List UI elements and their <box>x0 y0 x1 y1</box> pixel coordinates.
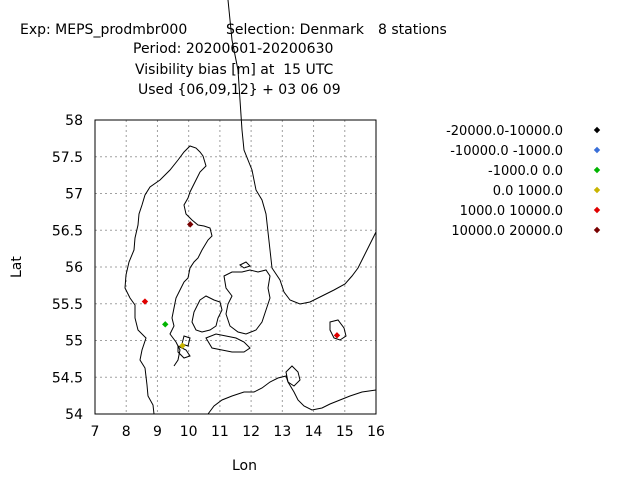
x-tick-label: 10 <box>180 424 198 440</box>
legend-label: -20000.0-10000.0 <box>446 124 563 139</box>
x-tick-label: 9 <box>153 424 162 440</box>
legend-label: -10000.0 -1000.0 <box>450 144 563 159</box>
legend-marker <box>593 186 601 194</box>
y-tick-label: 56.5 <box>52 223 83 239</box>
x-tick-label: 13 <box>273 424 291 440</box>
y-tick-label: 54 <box>65 407 83 423</box>
y-tick-label: 56 <box>65 260 83 276</box>
y-tick-label: 54.5 <box>52 370 83 386</box>
legend: -20000.0-10000.0 -10000.0 -1000.0 -1000.0 … <box>446 124 601 239</box>
x-tick-label: 11 <box>211 424 229 440</box>
x-tick-label: 8 <box>122 424 131 440</box>
data-point <box>179 342 186 349</box>
legend-label: -1000.0 0.0 <box>488 164 563 179</box>
data-point <box>141 298 149 305</box>
plot-area <box>94 119 377 415</box>
legend-marker <box>593 146 601 154</box>
legend-label: 10000.0 20000.0 <box>451 224 563 239</box>
stations-count: 8 stations <box>378 22 447 38</box>
data-point <box>162 321 169 328</box>
chart-title: Visibility bias [m] at 15 UTC <box>135 62 334 78</box>
data-point <box>333 332 341 339</box>
legend-marker <box>593 166 601 174</box>
y-tick-label: 57.5 <box>52 150 83 166</box>
legend-label: 1000.0 10000.0 <box>460 204 563 219</box>
x-tick-label: 16 <box>367 424 385 440</box>
used-forecasts-label: Used {06,09,12} + 03 06 09 <box>138 82 341 98</box>
x-axis-label: Lon <box>232 458 257 474</box>
y-tick-label: 55.5 <box>52 297 83 313</box>
selection-label: Selection: Denmark <box>226 22 365 38</box>
data-point <box>187 221 194 228</box>
experiment-label: Exp: MEPS_prodmbr000 <box>20 22 188 38</box>
x-tick-label: 7 <box>91 424 100 440</box>
legend-label: 0.0 1000.0 <box>493 184 563 199</box>
x-tick-label: 14 <box>305 424 323 440</box>
y-axis-ticks: 54 54.5 55 55.5 56 56.5 57 57.5 58 <box>52 113 83 423</box>
legend-marker <box>593 126 601 134</box>
x-tick-label: 12 <box>242 424 260 440</box>
x-axis-ticks: 7 8 9 10 11 12 13 14 15 16 <box>91 424 385 440</box>
y-tick-label: 57 <box>65 187 83 203</box>
y-tick-label: 58 <box>65 113 83 129</box>
y-tick-label: 55 <box>65 334 83 350</box>
x-tick-label: 15 <box>336 424 354 440</box>
period-label: Period: 20200601-20200630 <box>133 41 334 57</box>
legend-marker <box>593 226 601 234</box>
y-axis-label: Lat <box>9 256 25 278</box>
data-points <box>141 221 341 349</box>
legend-marker <box>593 206 601 214</box>
coastline <box>124 0 377 415</box>
grid-lines <box>95 120 376 414</box>
